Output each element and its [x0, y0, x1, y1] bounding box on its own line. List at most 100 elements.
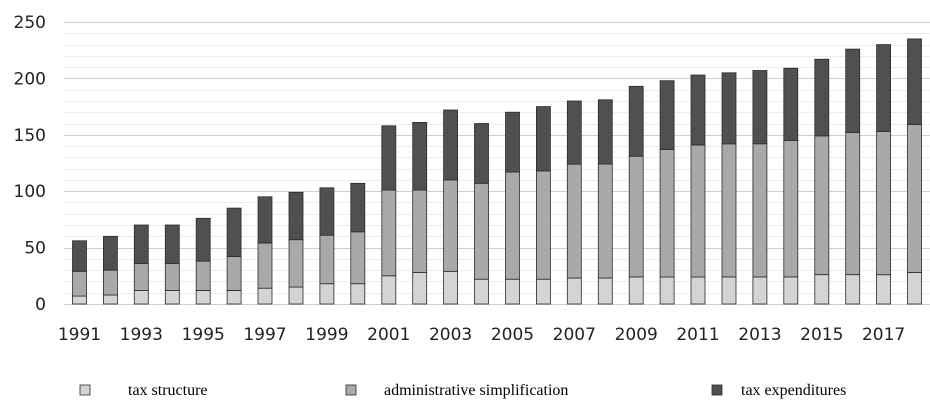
- legend-label-administrative-simplification: administrative simplification: [384, 382, 568, 399]
- bar-segment-tax-expenditures-1993: [133, 224, 149, 264]
- bar-segment-tax-expenditures-2004: [474, 123, 489, 184]
- bar-segment-tax-structure-2002: [412, 271, 428, 305]
- bar-segment-tax-structure-2015: [814, 274, 830, 305]
- bar-segment-administrative-simplification-2000: [350, 231, 366, 285]
- bar-segment-tax-expenditures-1994: [164, 224, 180, 264]
- legend: tax structure administrative simplificati…: [79, 382, 846, 399]
- bar-segment-tax-expenditures-2011: [690, 74, 706, 146]
- bar-segment-administrative-simplification-1995: [195, 260, 211, 291]
- bar-segment-tax-expenditures-2010: [659, 80, 675, 150]
- bar-segment-tax-structure-1993: [133, 290, 149, 305]
- bar-segment-tax-structure-2017: [876, 274, 891, 305]
- bar-segment-administrative-simplification-2001: [381, 189, 397, 277]
- x-tick-label: 2001: [367, 325, 410, 345]
- y-tick-label: 100: [14, 182, 46, 202]
- bar-segment-tax-structure-2005: [505, 278, 520, 305]
- bar-segment-tax-structure-2012: [721, 276, 737, 305]
- x-tick-label: 1997: [243, 325, 286, 345]
- gridlines: [64, 22, 930, 305]
- bar-segment-tax-expenditures-1999: [319, 187, 335, 236]
- x-tick-label: 2003: [429, 325, 472, 345]
- bar-segment-tax-expenditures-2005: [505, 111, 520, 173]
- bar-segment-tax-structure-2006: [536, 278, 551, 305]
- y-tick-label: 250: [14, 13, 46, 33]
- legend-label-tax-structure: tax structure: [128, 382, 208, 399]
- bar-segment-tax-expenditures-1992: [103, 235, 118, 271]
- bar-segment-tax-structure-1998: [288, 286, 304, 305]
- bar-segment-tax-structure-2010: [659, 276, 675, 305]
- bar-segment-tax-structure-2018: [907, 271, 922, 305]
- bar-segment-tax-expenditures-2018: [907, 38, 922, 125]
- bar-segment-tax-structure-2001: [381, 275, 397, 305]
- bar-segment-administrative-simplification-2010: [659, 149, 675, 278]
- bar-segment-administrative-simplification-1998: [288, 239, 304, 288]
- legend-label-tax-expenditures: tax expenditures: [741, 382, 846, 399]
- x-tick-label: 2011: [676, 325, 719, 345]
- x-tick-label: 2015: [800, 325, 843, 345]
- bar-segment-tax-structure-2007: [566, 277, 582, 305]
- bar-segment-administrative-simplification-1993: [133, 262, 149, 291]
- bar-segment-administrative-simplification-2009: [628, 155, 644, 278]
- x-tick-label: 2005: [491, 325, 534, 345]
- bar-segment-administrative-simplification-1992: [103, 269, 118, 296]
- bar-segment-tax-expenditures-1995: [195, 217, 211, 262]
- legend-swatch-tax-structure: [79, 384, 91, 396]
- bar-segment-tax-structure-1992: [103, 294, 118, 305]
- bar-segment-administrative-simplification-2013: [752, 143, 768, 278]
- bar-segment-tax-structure-1995: [195, 290, 211, 305]
- bar-segment-tax-structure-2011: [690, 276, 706, 305]
- x-tick-label: 1999: [305, 325, 348, 345]
- bar-segment-tax-structure-2013: [752, 276, 768, 305]
- x-tick-label: 2007: [553, 325, 596, 345]
- bar-segment-tax-expenditures-2015: [814, 58, 830, 137]
- bar-segment-tax-structure-2003: [443, 270, 459, 305]
- bar-segment-tax-structure-1994: [164, 290, 180, 305]
- bar-segment-tax-structure-1999: [319, 283, 335, 305]
- x-tick-label: 2013: [738, 325, 781, 345]
- bar-segment-tax-expenditures-2013: [752, 70, 768, 145]
- y-tick-label: 0: [35, 295, 46, 315]
- bar-segment-tax-structure-2000: [350, 283, 366, 305]
- x-tick-label: 2009: [615, 325, 658, 345]
- bar-segment-tax-expenditures-2002: [412, 122, 428, 191]
- bar-segment-administrative-simplification-2014: [783, 139, 799, 278]
- bar-segment-tax-expenditures-2006: [536, 106, 551, 172]
- bar-segment-tax-expenditures-2016: [845, 48, 861, 133]
- bar-segment-administrative-simplification-2002: [412, 189, 428, 273]
- bar-segment-administrative-simplification-2017: [876, 130, 891, 276]
- bar-segment-administrative-simplification-1991: [72, 270, 87, 297]
- bar-segment-administrative-simplification-2008: [597, 163, 613, 279]
- bar-segment-administrative-simplification-2012: [721, 143, 737, 278]
- bar-segment-tax-expenditures-2012: [721, 72, 737, 145]
- bar-segment-administrative-simplification-2005: [505, 171, 520, 280]
- bar-segment-administrative-simplification-1996: [226, 256, 242, 291]
- bar-segment-tax-expenditures-1996: [226, 207, 242, 258]
- bar-segment-tax-expenditures-2000: [350, 182, 366, 233]
- x-axis-labels: 1991 1993 1995 1997 1999 2001 2003 2005 2007 2009…: [58, 325, 905, 345]
- bar-segment-tax-expenditures-2001: [381, 125, 397, 191]
- bar-segment-administrative-simplification-1999: [319, 234, 335, 285]
- bar-segment-tax-expenditures-2017: [876, 44, 891, 132]
- x-tick-label: 1991: [58, 325, 101, 345]
- bar-segment-tax-expenditures-2014: [783, 67, 799, 141]
- x-tick-label: 1993: [120, 325, 163, 345]
- bar-segment-tax-structure-1991: [72, 295, 87, 305]
- bar-segment-tax-expenditures-2003: [443, 109, 459, 181]
- legend-swatch-administrative-simplification: [345, 384, 357, 396]
- bar-segment-administrative-simplification-1994: [164, 262, 180, 291]
- bar-segment-tax-expenditures-2007: [566, 100, 582, 165]
- x-tick-label: 2017: [862, 325, 905, 345]
- legend-swatch-tax-expenditures: [711, 384, 723, 396]
- bar-segment-tax-structure-2004: [474, 278, 489, 305]
- bar-segment-tax-structure-2008: [597, 277, 613, 305]
- bar-segment-tax-structure-1996: [226, 290, 242, 305]
- bars: [72, 38, 922, 305]
- bar-segment-tax-expenditures-1991: [72, 240, 87, 272]
- bar-segment-administrative-simplification-2011: [690, 144, 706, 278]
- bar-segment-administrative-simplification-1997: [257, 242, 273, 289]
- bar-segment-tax-expenditures-1997: [257, 196, 273, 244]
- bar-segment-tax-expenditures-2008: [597, 99, 613, 165]
- bar-segment-tax-structure-1997: [257, 287, 273, 305]
- bar-segment-administrative-simplification-2016: [845, 132, 861, 276]
